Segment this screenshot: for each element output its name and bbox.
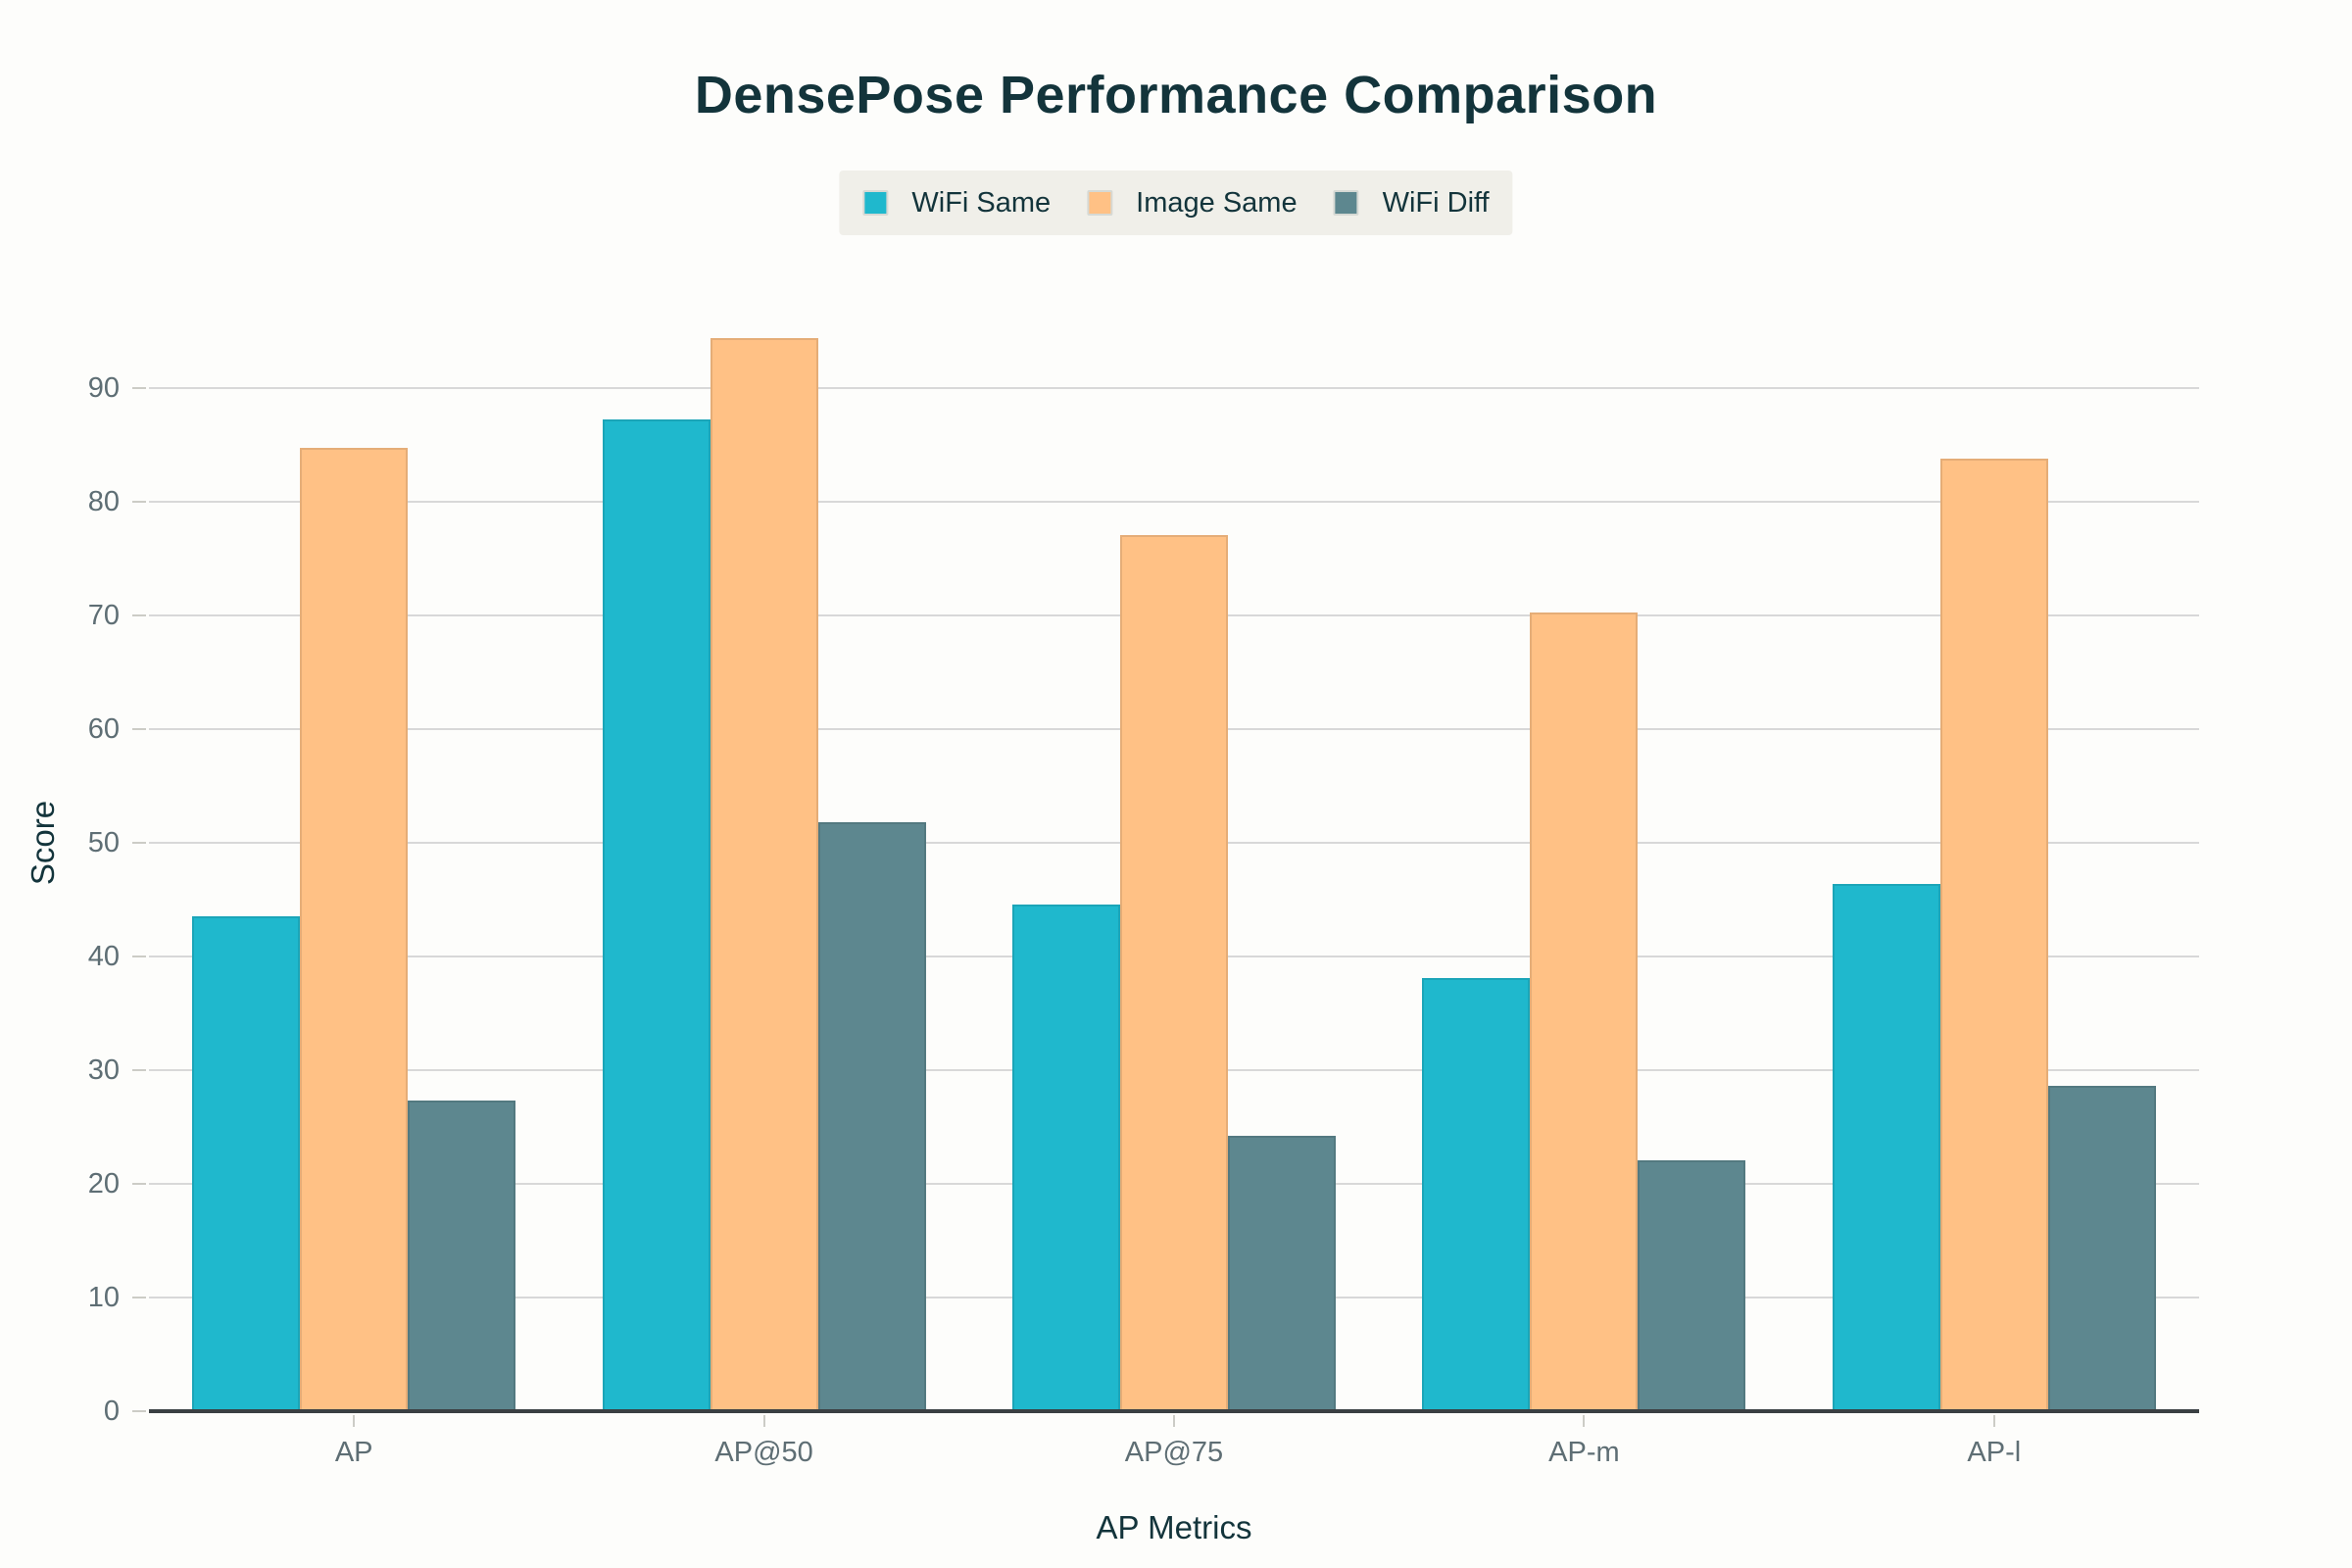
y-tick-mark-30 [132,1069,146,1071]
x-tick-mark-ap [353,1415,356,1427]
legend-label-wifi-same: WiFi Same [911,186,1052,219]
x-axis-line [149,1409,2199,1413]
legend: WiFi Same Image Same WiFi Diff [839,171,1513,235]
legend-item-wifi-diff[interactable]: WiFi Diff [1333,186,1490,219]
bar-wifi-diff-ap-75[interactable] [1228,1136,1336,1411]
legend-label-wifi-diff: WiFi Diff [1382,186,1490,219]
bar-wifi-same-ap-l[interactable] [1832,883,1940,1411]
y-tick-mark-70 [132,614,146,616]
x-tick-label-ap-75: AP@75 [1124,1437,1224,1468]
legend-color-swatch-wifi-same [862,190,889,216]
y-tick-mark-20 [132,1183,146,1185]
bar-wifi-diff-ap[interactable] [408,1101,516,1411]
bar-image-same-ap-l[interactable] [1939,458,2048,1411]
x-tick-mark-ap-m [1583,1415,1586,1427]
x-axis-title: AP Metrics [1096,1509,1252,1545]
gridline-y-80 [149,501,2199,503]
y-tick-mark-50 [132,842,146,844]
gridline-y-90 [149,387,2199,389]
y-tick-mark-60 [132,728,146,730]
y-tick-label-40: 40 [87,941,120,972]
y-tick-mark-80 [132,501,146,503]
y-tick-label-70: 70 [87,600,120,631]
chart-title: DensePose Performance Comparison [694,66,1658,124]
legend-item-image-same[interactable]: Image Same [1087,186,1298,219]
y-tick-mark-0 [132,1410,146,1412]
x-tick-mark-ap-75 [1173,1415,1175,1427]
plot-area: 0 10 20 30 40 50 60 70 80 90 AP AP@50 AP@75 AP-m AP-l [88,274,2199,1468]
legend-item-wifi-same[interactable]: WiFi Same [862,186,1052,219]
y-tick-label-10: 10 [87,1282,120,1313]
y-tick-label-50: 50 [87,827,120,858]
y-tick-label-0: 0 [103,1396,120,1427]
bar-wifi-diff-ap-m[interactable] [1638,1159,1746,1411]
y-tick-label-30: 30 [87,1054,120,1086]
y-tick-mark-90 [132,387,146,389]
y-tick-label-90: 90 [87,372,120,404]
bar-image-same-ap-50[interactable] [710,337,818,1411]
bar-image-same-ap-m[interactable] [1530,612,1639,1411]
bar-wifi-same-ap-m[interactable] [1422,978,1531,1411]
bar-image-same-ap[interactable] [300,448,409,1411]
bar-wifi-same-ap[interactable] [192,916,301,1411]
y-tick-label-20: 20 [87,1168,120,1200]
x-tick-mark-ap-l [1992,1415,1995,1427]
bar-image-same-ap-75[interactable] [1120,534,1228,1411]
x-tick-label-ap-l: AP-l [1967,1437,2022,1468]
legend-color-swatch-wifi-diff [1333,190,1359,216]
bar-wifi-diff-ap-50[interactable] [817,822,926,1411]
x-tick-label-ap-50: AP@50 [714,1437,813,1468]
bar-wifi-same-ap-75[interactable] [1012,904,1120,1411]
legend-label-image-same: Image Same [1136,186,1298,219]
y-tick-mark-10 [132,1297,146,1298]
y-tick-label-60: 60 [87,713,120,745]
x-tick-label-ap-m: AP-m [1548,1437,1620,1468]
x-tick-mark-ap-50 [762,1415,765,1427]
bar-wifi-diff-ap-l[interactable] [2047,1086,2156,1411]
bar-wifi-same-ap-50[interactable] [602,419,710,1411]
y-tick-label-80: 80 [87,486,120,517]
legend-color-swatch-image-same [1087,190,1113,216]
y-tick-mark-40 [132,956,146,957]
x-tick-label-ap: AP [334,1437,373,1468]
